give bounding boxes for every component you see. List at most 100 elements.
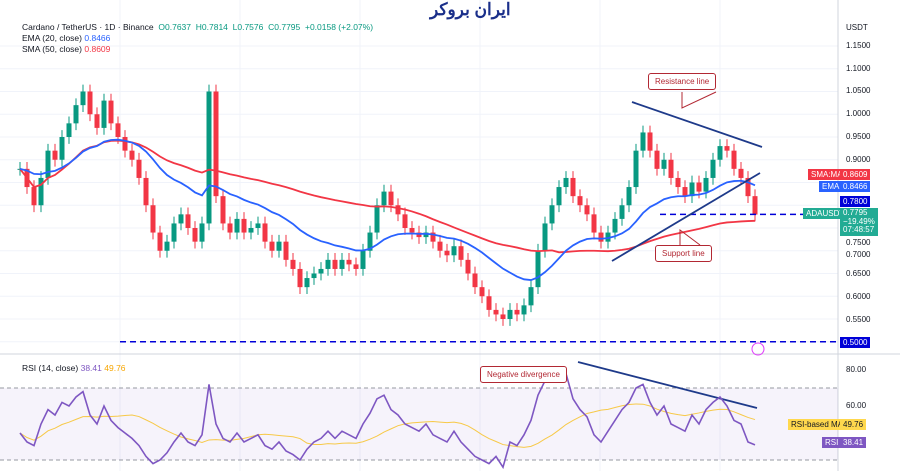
ema-label: EMA (20, close) <box>22 33 82 43</box>
candle <box>619 205 625 219</box>
rsi-tick: 80.00 <box>846 365 867 374</box>
candle <box>710 159 716 178</box>
candle <box>234 218 240 233</box>
candle <box>31 187 37 206</box>
candle <box>38 177 44 206</box>
symbol-badge: ADAUSDT <box>803 208 848 219</box>
resistance-annotation[interactable]: Resistance line <box>648 73 717 90</box>
candle <box>164 241 170 251</box>
last-price-badge: 0.7795 −19.49% 07:48:57 <box>840 208 878 236</box>
candle <box>381 191 387 206</box>
ohlc-change: +0.0158 (+2.07%) <box>304 22 374 32</box>
rsi-ma-price-badge: 49.76 <box>840 419 867 430</box>
ema-legend[interactable]: EMA (20, close) 0.8466 <box>22 33 110 43</box>
candle <box>290 259 296 269</box>
candle <box>115 123 121 137</box>
price-tick: 0.9000 <box>846 155 871 164</box>
rsi-badge: RSI <box>822 437 842 448</box>
candle <box>185 214 191 228</box>
candle <box>598 232 604 242</box>
candle <box>423 232 429 238</box>
candle <box>94 114 100 128</box>
price-tick: 0.9500 <box>846 132 871 141</box>
ohlc-close: C0.7795 <box>268 22 301 32</box>
sma-ma-badge: SMA:MA <box>808 169 846 180</box>
candle <box>542 223 548 251</box>
candle <box>570 177 576 197</box>
candle <box>45 150 51 178</box>
candle <box>654 150 660 169</box>
price-tick: 0.6500 <box>846 269 871 278</box>
candle <box>528 287 534 306</box>
candle <box>269 241 275 251</box>
price-tick: 0.5500 <box>846 315 871 324</box>
candle <box>402 214 408 228</box>
candle <box>332 259 338 269</box>
divergence-annotation[interactable]: Negative divergence <box>480 366 567 383</box>
ohlc-high: H0.7814 <box>195 22 228 32</box>
candle <box>248 228 254 233</box>
sma-legend[interactable]: SMA (50, close) 0.8609 <box>22 44 110 54</box>
rsi-band <box>0 388 838 460</box>
candle <box>262 223 268 242</box>
ema-value: 0.8466 <box>84 33 111 43</box>
candle <box>59 137 65 160</box>
rsi-label: RSI (14, close) <box>22 363 79 373</box>
candle <box>122 137 128 151</box>
candle <box>451 246 457 256</box>
candle <box>500 314 506 319</box>
candle <box>129 150 135 160</box>
rsi-value: 38.41 <box>80 363 102 373</box>
candle <box>472 273 478 288</box>
ema-line <box>19 138 756 281</box>
rsi-legend[interactable]: RSI (14, close) 38.41 49.76 <box>22 363 126 373</box>
candle <box>605 232 611 242</box>
rsi-ma-badge: RSI-based MA <box>788 419 847 430</box>
support-trendline <box>611 172 761 262</box>
candle <box>374 205 380 233</box>
candle <box>430 232 436 242</box>
price-tick: 1.1000 <box>846 64 871 73</box>
candle <box>668 159 674 178</box>
candle <box>752 196 758 215</box>
candle <box>444 250 450 256</box>
candle <box>353 264 359 269</box>
candle <box>255 223 261 228</box>
candle <box>395 205 401 215</box>
candle <box>318 268 324 274</box>
candle <box>192 228 198 242</box>
sma-price-badge: 0.8609 <box>840 169 871 180</box>
candle <box>437 241 443 251</box>
candle <box>360 250 366 269</box>
last-price: 0.7795 <box>843 208 868 217</box>
bar-countdown: 07:48:57 <box>843 225 875 234</box>
candle <box>731 150 737 169</box>
candle <box>745 177 751 197</box>
sma-label: SMA (50, close) <box>22 44 82 54</box>
level-badge: 0.7800 <box>840 196 871 207</box>
ema-price-badge: 0.8466 <box>840 181 871 192</box>
candle <box>276 241 282 251</box>
candle <box>535 250 541 288</box>
candle <box>339 259 345 269</box>
candle <box>563 177 569 188</box>
price-tick: 1.0500 <box>846 86 871 95</box>
price-tick: 0.7000 <box>846 250 871 259</box>
candle <box>640 132 646 151</box>
candle <box>52 150 58 160</box>
support-annotation[interactable]: Support line <box>655 245 712 262</box>
price-change-pct: −19.49% <box>843 216 875 226</box>
rsi-ma-value: 49.76 <box>104 363 126 373</box>
candle <box>283 241 289 260</box>
candle <box>409 228 415 233</box>
candle <box>738 168 744 178</box>
resistance-trendline <box>631 101 763 148</box>
candle <box>311 273 317 279</box>
candle <box>493 309 499 315</box>
candle <box>150 205 156 233</box>
candle <box>647 132 653 151</box>
candle <box>507 309 513 319</box>
candle <box>241 218 247 233</box>
sma-line <box>19 139 756 254</box>
